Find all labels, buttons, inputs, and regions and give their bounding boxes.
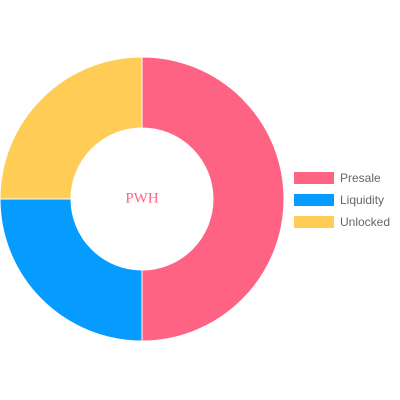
slice-unlocked[interactable]: [0, 57, 142, 199]
legend-item-liquidity[interactable]: Liquidity: [294, 191, 390, 209]
legend-swatch-presale: [294, 172, 334, 184]
legend-swatch-liquidity: [294, 194, 334, 206]
legend-swatch-unlocked: [294, 216, 334, 228]
legend-label-presale: Presale: [340, 171, 381, 185]
center-label: PWH: [125, 190, 159, 206]
legend: Presale Liquidity Unlocked: [294, 169, 390, 231]
legend-label-liquidity: Liquidity: [340, 193, 384, 207]
slice-presale[interactable]: [142, 57, 284, 341]
legend-item-presale[interactable]: Presale: [294, 169, 390, 187]
legend-item-unlocked[interactable]: Unlocked: [294, 213, 390, 231]
slice-liquidity[interactable]: [0, 199, 142, 341]
legend-label-unlocked: Unlocked: [340, 215, 390, 229]
